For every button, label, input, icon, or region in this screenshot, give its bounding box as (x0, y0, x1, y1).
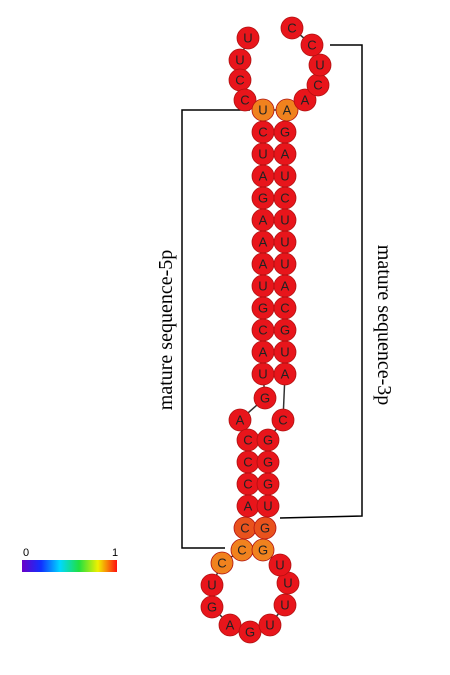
nucleotide-label: U (315, 58, 324, 73)
nucleotide-label: A (283, 103, 292, 118)
nucleotide-label: C (235, 73, 244, 88)
nucleotide (300, 33, 324, 57)
nucleotide (236, 26, 260, 50)
nucleotide (293, 88, 317, 112)
nucleotide-label: A (281, 279, 290, 294)
nucleotide-label: A (226, 618, 235, 633)
nucleotide-label: U (258, 367, 267, 382)
nucleotide (271, 408, 295, 432)
nucleotide-label: G (258, 543, 268, 558)
nucleotide-label: G (280, 125, 290, 140)
nucleotide-label: U (258, 103, 267, 118)
color-scale (22, 560, 117, 572)
nucleotide (253, 386, 277, 410)
bracket-3p (279, 44, 363, 519)
nucleotide-label: G (263, 477, 273, 492)
nucleotide-label: G (260, 521, 270, 536)
scale-max: 1 (112, 547, 118, 559)
nucleotide (256, 428, 280, 452)
nucleotide (228, 408, 252, 432)
nucleotide-label: U (275, 558, 284, 573)
nucleotide-label: A (281, 367, 290, 382)
nucleotide (253, 516, 277, 540)
nucleotide-label: G (280, 323, 290, 338)
nucleotide-label: G (263, 433, 273, 448)
nucleotide-label: C (313, 78, 322, 93)
bracket-5p (181, 109, 250, 549)
nucleotide-label: A (259, 257, 268, 272)
nucleotide-label: C (240, 521, 249, 536)
nucleotide-label: U (283, 576, 292, 591)
nucleotide-label: C (307, 38, 316, 53)
nucleotide-label: C (280, 301, 289, 316)
nucleotide-label: C (243, 477, 252, 492)
nucleotide-label: U (235, 53, 244, 68)
nucleotide (258, 613, 282, 637)
nucleotide (210, 551, 234, 575)
nucleotide-label: A (281, 147, 290, 162)
nucleotide-label: U (280, 345, 289, 360)
nucleotide-label: G (207, 600, 217, 615)
label-3p: mature sequence-3p (373, 245, 395, 405)
label-5p: mature sequence-5p (155, 250, 177, 410)
nucleotide-label: C (240, 93, 249, 108)
nucleotide-label: U (263, 499, 272, 514)
nucleotide-label: C (243, 455, 252, 470)
nucleotide (268, 553, 292, 577)
nucleotide-label: C (237, 543, 246, 558)
nucleotide (273, 593, 297, 617)
nucleotide-label: U (258, 279, 267, 294)
nucleotide-label: C (217, 556, 226, 571)
nucleotide-label: A (244, 499, 253, 514)
nucleotide-label: U (207, 578, 216, 593)
nucleotide-label: U (280, 598, 289, 613)
nucleotide-label: G (245, 625, 255, 640)
nucleotide (238, 620, 262, 644)
nucleotide-label: A (259, 345, 268, 360)
nucleotide (218, 613, 242, 637)
nucleotide-label: G (258, 301, 268, 316)
nucleotide (200, 595, 224, 619)
nucleotide-label: A (301, 93, 310, 108)
nucleotide-label: U (280, 257, 289, 272)
nucleotide-label: U (265, 618, 274, 633)
nucleotide (233, 88, 257, 112)
nucleotide-label: G (263, 455, 273, 470)
nucleotide-label: C (243, 433, 252, 448)
nucleotide-label: G (258, 191, 268, 206)
nucleotide-label: U (243, 31, 252, 46)
scale-min: 0 (23, 547, 29, 559)
nucleotide-label: C (258, 323, 267, 338)
nucleotide (275, 98, 299, 122)
nucleotide-label: U (280, 169, 289, 184)
nucleotide-label: C (278, 413, 287, 428)
nucleotide-label: U (280, 213, 289, 228)
nucleotide-label: C (280, 191, 289, 206)
nucleotide-label: A (236, 413, 245, 428)
nucleotide-label: G (260, 391, 270, 406)
nucleotide-label: A (259, 235, 268, 250)
nucleotide-label: A (259, 213, 268, 228)
nucleotide-label: C (287, 21, 296, 36)
nucleotide-label: U (280, 235, 289, 250)
nucleotide-label: U (258, 147, 267, 162)
nucleotide (308, 53, 332, 77)
nucleotide-label: A (259, 169, 268, 184)
nucleotide-label: C (258, 125, 267, 140)
nucleotide (280, 16, 304, 40)
